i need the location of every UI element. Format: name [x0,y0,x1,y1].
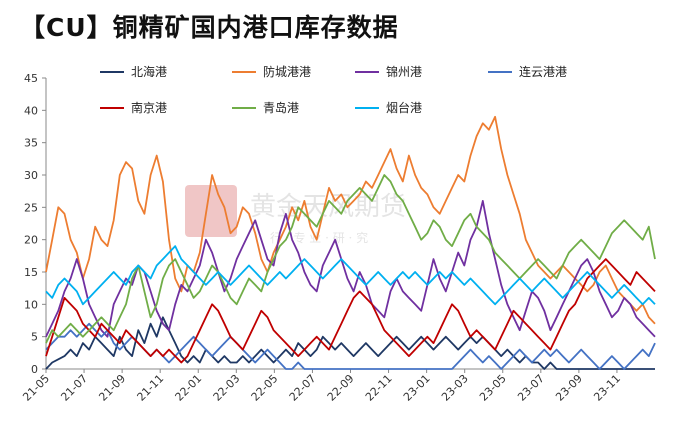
x-tick-label: 21-05 [20,372,52,404]
x-tick-label: 22-09 [325,372,357,404]
y-tick-label: 40 [24,104,38,117]
watermark-main: 黄金天风期货 [250,192,406,222]
series-lines [45,115,656,370]
x-tick-label: 21-09 [96,372,128,404]
axes [45,78,655,370]
x-tick-label: 21-11 [135,372,167,404]
x-tick-label: 22-07 [287,372,319,404]
y-tick-label: 20 [24,234,38,247]
series-line-6 [45,245,656,306]
x-tick-label: 23-11 [591,372,623,404]
legend-label: 烟台港 [386,100,422,115]
x-tick-label: 23-01 [401,372,433,404]
x-tick-label: 22-11 [363,372,395,404]
x-axis: 21-05 21-07 21-09 21-11 22-01 22-03 22-05 22-07… [20,369,623,404]
x-tick-label: 22-01 [173,372,205,404]
watermark: 黄金天风期货 行 · 专 业 · 研 · 究 [185,185,406,245]
x-tick-label: 22-05 [249,372,281,404]
y-tick-label: 0 [31,363,38,376]
series-line-2 [45,199,656,338]
x-tick-label: 23-03 [439,372,471,404]
y-tick-label: 10 [24,298,38,311]
x-tick-label: 23-07 [515,372,547,404]
x-tick-label: 23-05 [477,372,509,404]
y-tick-label: 30 [24,169,38,182]
page-title: 【CU】铜精矿国内港口库存数据 [20,13,399,42]
legend-label: 青岛港 [263,100,299,115]
series-line-4 [45,258,656,364]
y-axis: 0 5 10 15 20 25 30 35 40 45 [24,72,46,376]
legend-label: 防城港港 [263,64,311,79]
legend-label: 连云港港 [519,64,567,79]
series-line-0 [45,316,655,370]
watermark-seal [185,185,237,237]
watermark-sub: 行 · 专 业 · 研 · 究 [270,230,368,245]
x-tick-label: 21-07 [58,372,90,404]
x-tick-label: 22-03 [211,372,243,404]
y-tick-label: 45 [24,72,38,85]
y-tick-label: 5 [31,331,38,344]
y-tick-label: 15 [24,266,38,279]
series-line-5 [45,174,656,344]
x-tick-label: 23-09 [553,372,585,404]
y-tick-label: 25 [24,201,38,214]
legend-label: 锦州港 [386,65,422,79]
legend-label: 北海港 [131,64,167,79]
legend-label: 南京港 [131,100,167,115]
y-tick-label: 35 [24,137,38,150]
